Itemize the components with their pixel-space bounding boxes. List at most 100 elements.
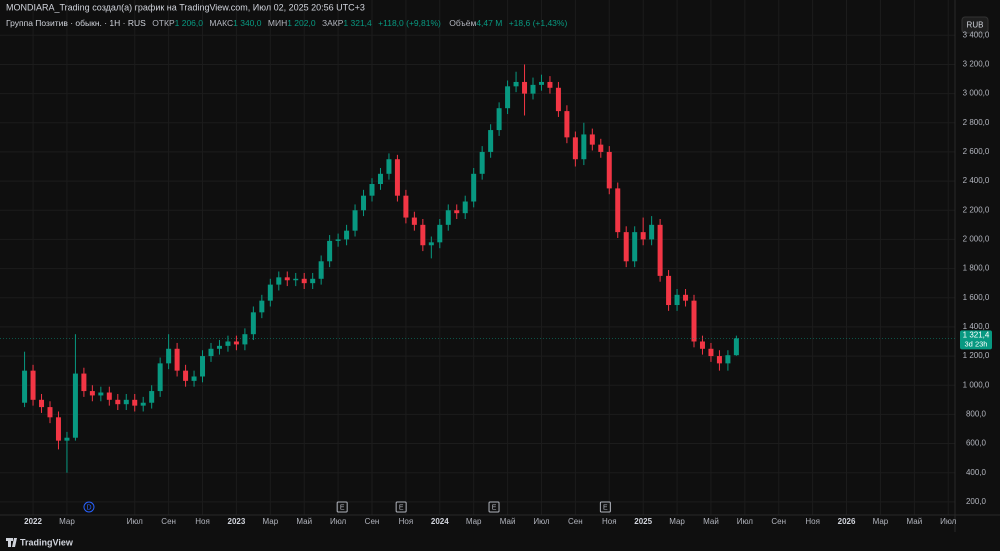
candle-body — [233, 341, 239, 345]
event-label: E — [399, 504, 404, 511]
event-marker — [395, 501, 407, 513]
candle-body — [386, 159, 392, 174]
x-tick-label: Июл — [127, 517, 144, 526]
candle-body — [284, 277, 290, 281]
currency-button[interactable] — [961, 16, 989, 34]
legend-label: ЗАКР — [322, 18, 344, 28]
candle-body — [352, 210, 358, 231]
candle-body — [589, 134, 595, 145]
x-tick-label: Май — [296, 517, 312, 526]
legend-label: ОТКР — [152, 18, 175, 28]
candle-body — [377, 173, 383, 185]
candle-body — [183, 370, 189, 381]
y-tick-label: 3 400,0 — [963, 30, 990, 39]
x-tick-label: Ноя — [399, 517, 414, 526]
x-tick-label: 2022 — [24, 517, 42, 526]
y-tick-label: 800,0 — [966, 410, 987, 419]
x-tick-label: Ноя — [602, 517, 617, 526]
footer — [0, 532, 1000, 551]
y-tick-label: 2 600,0 — [963, 147, 990, 156]
event-label: E — [340, 504, 345, 511]
y-tick-label: 400,0 — [966, 468, 987, 477]
event-label: E — [492, 504, 497, 511]
candle-body — [318, 261, 324, 279]
legend-symbol: Группа Позитив · обыкн. · 1Н · RUS — [6, 18, 146, 28]
candle-body — [547, 81, 553, 88]
x-tick-label: Мар — [669, 517, 685, 526]
x-tick-label: Мар — [873, 517, 889, 526]
candle-body — [555, 87, 561, 112]
brand-logo — [6, 538, 17, 547]
candle-body — [488, 130, 494, 152]
y-tick-label: 2 000,0 — [963, 235, 990, 244]
candle-body — [335, 239, 341, 241]
candle-body — [725, 355, 731, 364]
y-tick-label: 1 200,0 — [963, 351, 990, 360]
grid — [0, 0, 955, 515]
candle-body — [267, 284, 273, 301]
candle-body — [564, 111, 570, 138]
x-tick-label: Сен — [161, 517, 176, 526]
candle-body — [361, 195, 367, 211]
event-marker — [83, 501, 95, 513]
event-marker — [336, 501, 348, 513]
candle-body — [699, 341, 705, 349]
candle-body — [513, 81, 519, 87]
candle-body — [123, 399, 129, 405]
candle-body — [30, 370, 36, 400]
legend-value: 1 340,0 — [233, 18, 262, 28]
x-tick-label: Сен — [771, 517, 786, 526]
candle-body — [437, 224, 443, 243]
y-tick-label: 3 000,0 — [963, 89, 990, 98]
legend-value: 1 321,4 — [343, 18, 372, 28]
candle-body — [666, 275, 672, 306]
candle-body — [301, 278, 307, 284]
candle-body — [674, 294, 680, 306]
candle-body — [157, 363, 163, 392]
x-tick-label: 2026 — [838, 517, 856, 526]
x-tick-label: Ноя — [805, 517, 820, 526]
event-marker — [599, 501, 611, 513]
candle-body — [55, 417, 61, 441]
candle-body — [293, 278, 299, 281]
x-tick-label: Ноя — [195, 517, 210, 526]
candle-body — [72, 373, 78, 438]
candle-body — [411, 217, 417, 225]
x-tick-label: Июл — [940, 517, 957, 526]
candle-body — [89, 391, 95, 396]
x-tick-label: Сен — [568, 517, 583, 526]
currency-label[interactable]: RUB — [967, 21, 984, 30]
x-tick-label: Сен — [365, 517, 380, 526]
x-tick-label: 2023 — [228, 517, 246, 526]
candle-body — [420, 224, 426, 246]
candle-body — [394, 159, 400, 196]
candle-body — [250, 312, 256, 335]
candle-body — [242, 334, 248, 345]
candle-body — [98, 392, 104, 396]
candle-body — [691, 300, 697, 342]
header: MONDIARA_Trading создал(а) график на Tra… — [6, 2, 365, 12]
candle-body — [581, 134, 587, 160]
candle-body — [496, 108, 502, 131]
candle-body — [530, 84, 536, 94]
candle-body — [39, 399, 45, 408]
candle-body — [623, 232, 629, 262]
x-tick-label: Май — [500, 517, 516, 526]
candle-body — [344, 230, 350, 240]
candle-body — [81, 373, 87, 392]
y-tick-label: 1 600,0 — [963, 293, 990, 302]
candle-body — [572, 137, 578, 160]
x-tick-label: Июл — [330, 517, 347, 526]
y-tick-label: 200,0 — [966, 497, 987, 506]
candle-body — [225, 341, 231, 346]
candle-body — [479, 151, 485, 174]
candle-body — [166, 348, 172, 364]
candle-body — [259, 300, 265, 313]
candle-body — [462, 201, 468, 214]
candle-body — [310, 278, 316, 284]
candle-body — [327, 240, 333, 262]
candle-body — [22, 370, 28, 403]
y-tick-label: 1 800,0 — [963, 264, 990, 273]
candle-body — [538, 81, 544, 85]
